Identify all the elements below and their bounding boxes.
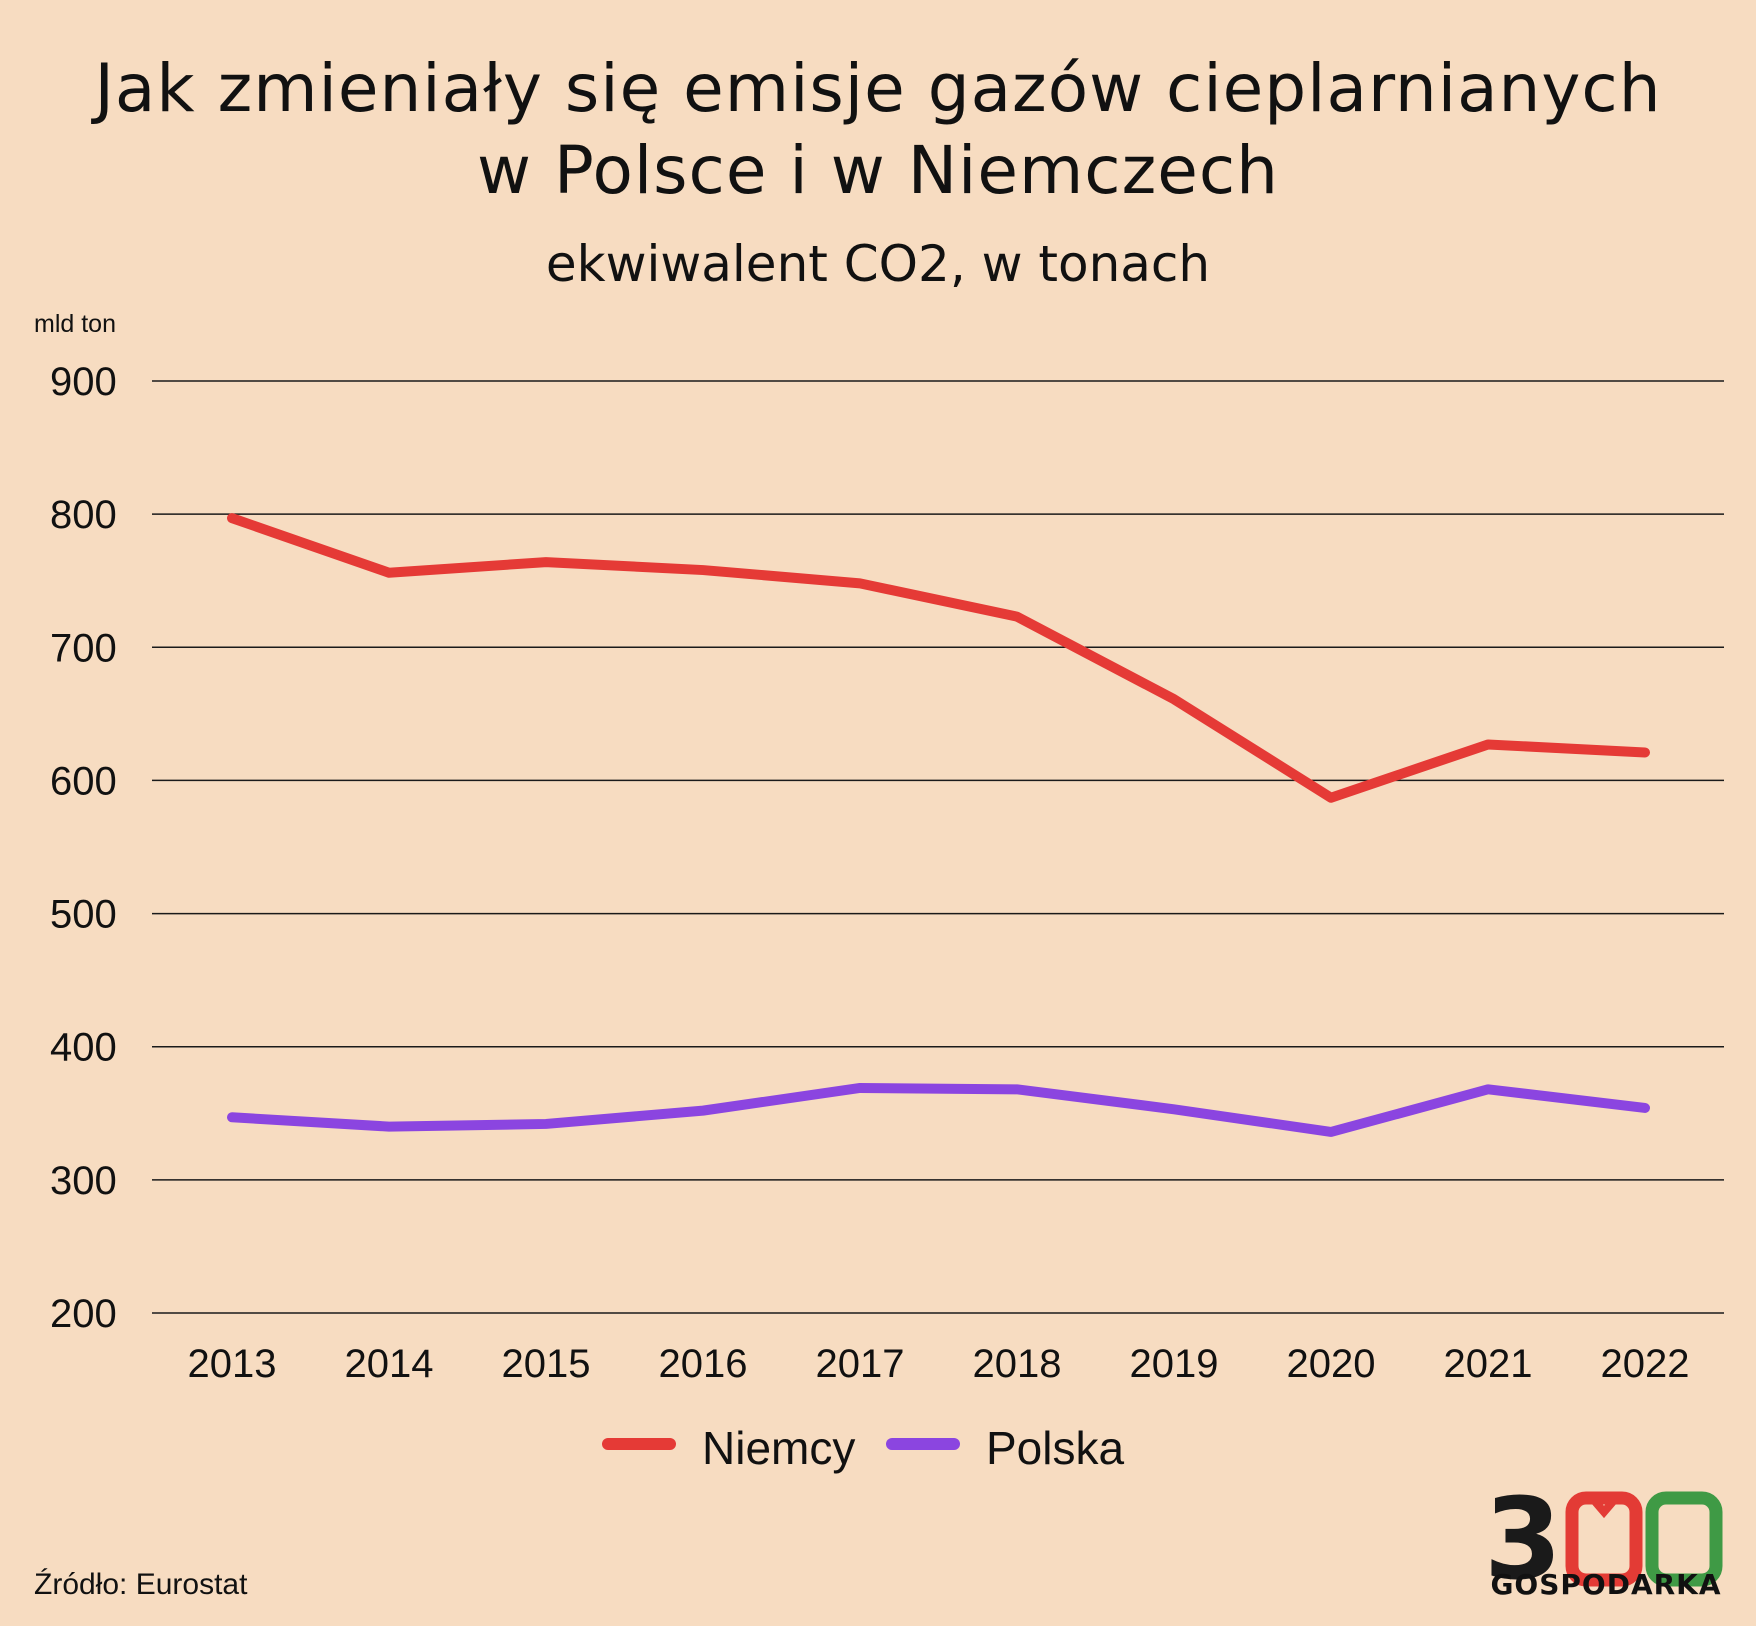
source-note: Źródło: Eurostat xyxy=(34,1568,248,1601)
series-line-polska xyxy=(227,1082,1650,1137)
logo-digit-0-green xyxy=(1645,1491,1723,1587)
logo-300-icon: 3 xyxy=(1484,1475,1723,1605)
chart-subtitle: ekwiwalent CO2, w tonach xyxy=(545,235,1211,293)
y-tick-label: 300 xyxy=(50,1159,117,1203)
x-tick-label: 2015 xyxy=(502,1342,591,1386)
y-tick-label: 800 xyxy=(50,493,117,537)
legend-label-polska: Polska xyxy=(986,1422,1124,1474)
y-tick-label: 700 xyxy=(50,626,117,670)
y-axis-unit-label: mld ton xyxy=(34,310,116,338)
x-tick-label: 2014 xyxy=(345,1342,434,1386)
logo-digit-3: 3 xyxy=(1484,1475,1562,1605)
logo-notch-icon xyxy=(1588,1495,1620,1519)
gridlines xyxy=(152,380,1724,1314)
x-tick-label: 2018 xyxy=(973,1342,1062,1386)
logo-digit-0-red xyxy=(1565,1491,1643,1587)
y-tick-label: 400 xyxy=(50,1026,117,1070)
series-line-niemcy xyxy=(227,513,1650,803)
x-tick-label: 2019 xyxy=(1130,1342,1219,1386)
x-axis-ticks: 2013 2014 2015 2016 2017 2018 2019 2020 2021 2022 xyxy=(188,1342,1690,1386)
x-tick-label: 2020 xyxy=(1287,1342,1376,1386)
chart-title-line-1: Jak zmieniały się emisje gazów cieplarni… xyxy=(94,50,1662,127)
x-tick-label: 2013 xyxy=(188,1342,277,1386)
y-tick-label: 200 xyxy=(50,1292,117,1336)
logo-wordmark: GOSPODARKA xyxy=(1490,1568,1722,1601)
y-tick-label: 900 xyxy=(50,360,117,404)
x-tick-label: 2021 xyxy=(1444,1342,1533,1386)
y-tick-label: 500 xyxy=(50,893,117,937)
chart-title: Jak zmieniały się emisje gazów cieplarni… xyxy=(0,48,1756,212)
legend: Niemcy Polska xyxy=(602,1422,1124,1474)
y-axis-ticks: 900 800 700 600 500 400 300 200 xyxy=(50,360,117,1336)
x-tick-label: 2017 xyxy=(816,1342,905,1386)
y-tick-label: 600 xyxy=(50,759,117,803)
legend-label-niemcy: Niemcy xyxy=(702,1422,855,1474)
x-tick-label: 2016 xyxy=(659,1342,748,1386)
x-tick-label: 2022 xyxy=(1601,1342,1690,1386)
series-lines xyxy=(227,513,1650,1137)
chart-title-line-2: w Polsce i w Niemczech xyxy=(477,132,1279,209)
